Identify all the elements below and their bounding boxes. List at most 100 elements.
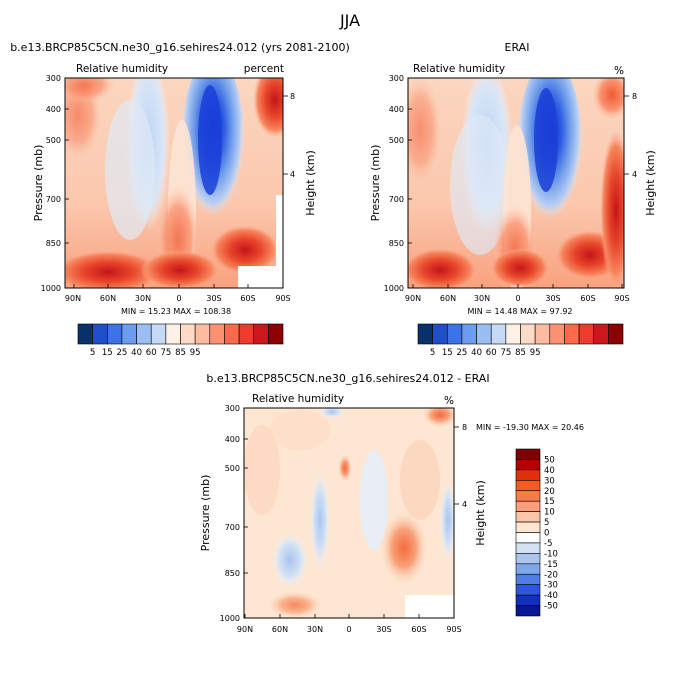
field-label: Relative humidity bbox=[413, 63, 505, 75]
colorbar-swatch bbox=[515, 469, 541, 481]
colorbar-label: 60 bbox=[486, 348, 497, 358]
colorbar-swatch bbox=[515, 605, 541, 617]
x-tick-label: 30N bbox=[307, 625, 323, 634]
y-ticks bbox=[408, 77, 629, 289]
colorbar-label: -20 bbox=[544, 570, 558, 580]
colorbar-swatch bbox=[515, 563, 541, 575]
y-tick-label: 1000 bbox=[41, 284, 61, 293]
colorbar-swatch bbox=[417, 323, 433, 345]
y-tick-label: 300 bbox=[389, 74, 404, 83]
x-tick-label: 30N bbox=[474, 294, 490, 303]
colorbar-label: 0 bbox=[544, 529, 549, 539]
colorbar-swatch bbox=[520, 323, 536, 345]
colorbar-swatch bbox=[515, 542, 541, 554]
colorbar-swatch bbox=[505, 323, 521, 345]
x-tick-label: 60N bbox=[440, 294, 456, 303]
colorbar-label: 40 bbox=[131, 348, 142, 358]
x-tick-label: 90S bbox=[614, 294, 629, 303]
colorbar-swatch bbox=[515, 511, 541, 523]
colorbar-label: 95 bbox=[190, 348, 201, 358]
y-tick-label: 850 bbox=[225, 569, 240, 578]
y-tick-label: 700 bbox=[225, 523, 240, 532]
colorbar-swatch bbox=[549, 323, 565, 345]
colorbar-label: 75 bbox=[160, 348, 171, 358]
y-axis-title: Pressure (mb) bbox=[369, 145, 382, 222]
x-tick-label: 60S bbox=[411, 625, 426, 634]
y2-tick-label: 4 bbox=[462, 500, 467, 509]
colorbar-swatch bbox=[515, 573, 541, 585]
colorbar-swatch bbox=[446, 323, 463, 345]
x-tick-label: 0 bbox=[346, 625, 351, 634]
y2-axis-title: Height (km) bbox=[304, 150, 317, 216]
x-ticks bbox=[73, 284, 284, 288]
colorbar-label: 40 bbox=[544, 466, 555, 476]
y-tick-label: 500 bbox=[389, 136, 404, 145]
y2-tick-label: 4 bbox=[632, 170, 637, 179]
field-label: Relative humidity bbox=[76, 63, 168, 75]
y-tick-label: 400 bbox=[225, 435, 240, 444]
x-tick-label: 60S bbox=[240, 294, 255, 303]
colorbar-label: 75 bbox=[500, 348, 511, 358]
colorbar-swatch bbox=[515, 459, 541, 471]
y-tick-label: 850 bbox=[46, 239, 61, 248]
contour-field bbox=[65, 78, 283, 288]
x-tick-label: 90S bbox=[275, 294, 290, 303]
colorbar-label: 25 bbox=[457, 348, 468, 358]
stats-text: MIN = 14.48 MAX = 97.92 bbox=[467, 307, 572, 316]
colorbar-label: -5 bbox=[544, 539, 552, 549]
colorbar-swatch bbox=[593, 323, 609, 345]
y-tick-label: 1000 bbox=[220, 614, 240, 623]
x-tick-label: 90S bbox=[446, 625, 461, 634]
colorbar-label: 60 bbox=[146, 348, 157, 358]
units-label: % bbox=[614, 65, 624, 77]
colorbar-swatch bbox=[515, 480, 541, 492]
x-tick-label: 0 bbox=[515, 294, 520, 303]
colorbar-swatch bbox=[490, 323, 507, 345]
colorbar-swatch bbox=[515, 532, 541, 544]
stats-text: MIN = -19.30 MAX = 20.46 bbox=[476, 423, 584, 432]
x-tick-label: 60N bbox=[272, 625, 288, 634]
contour-field bbox=[244, 408, 454, 618]
colorbar-label: 50 bbox=[544, 455, 555, 465]
colorbar-swatch bbox=[515, 521, 541, 533]
y-tick-label: 850 bbox=[389, 239, 404, 248]
colorbar-label: 5 bbox=[430, 348, 435, 358]
colorbar-label: 15 bbox=[102, 348, 113, 358]
panel-erai: ERAI Relative humidity % 300 400 5 bbox=[369, 41, 657, 358]
colorbar-swatch bbox=[608, 323, 624, 345]
y-ticks bbox=[65, 77, 288, 289]
colorbar-swatch bbox=[564, 323, 580, 345]
y-tick-label: 500 bbox=[46, 136, 61, 145]
y2-tick-label: 8 bbox=[290, 92, 295, 101]
y2-axis-title: Height (km) bbox=[474, 480, 487, 546]
colorbar-swatch bbox=[150, 323, 167, 345]
colorbar-label: 85 bbox=[515, 348, 526, 358]
x-tick-label: 30S bbox=[206, 294, 221, 303]
colorbar-label: -30 bbox=[544, 581, 558, 591]
colorbar-swatch bbox=[209, 323, 225, 345]
colorbar-swatch bbox=[165, 323, 181, 345]
colorbar-swatch bbox=[515, 594, 541, 606]
y-axis-title: Pressure (mb) bbox=[32, 145, 45, 222]
x-ticks bbox=[412, 284, 623, 288]
colorbar-label: 85 bbox=[175, 348, 186, 358]
colorbar-label: 15 bbox=[442, 348, 453, 358]
colorbar-label: 10 bbox=[544, 508, 555, 518]
x-tick-label: 0 bbox=[176, 294, 181, 303]
colorbar-swatch bbox=[515, 584, 541, 596]
colorbar-swatch bbox=[194, 323, 211, 345]
y-tick-label: 1000 bbox=[384, 284, 404, 293]
colorbar: 5 15 25 40 60 75 85 95 bbox=[417, 323, 624, 358]
y2-tick-label: 8 bbox=[632, 92, 637, 101]
colorbar-swatch bbox=[476, 323, 492, 345]
colorbar-swatch bbox=[238, 323, 255, 345]
colorbar-swatch bbox=[224, 323, 240, 345]
y-tick-label: 300 bbox=[225, 404, 240, 413]
colorbar-swatch bbox=[578, 323, 595, 345]
x-ticks bbox=[244, 614, 455, 618]
colorbar-swatch bbox=[515, 500, 541, 512]
units-label: percent bbox=[244, 63, 284, 75]
plot-frame bbox=[64, 77, 284, 289]
colorbar-swatch bbox=[92, 323, 108, 345]
x-tick-label: 60S bbox=[580, 294, 595, 303]
